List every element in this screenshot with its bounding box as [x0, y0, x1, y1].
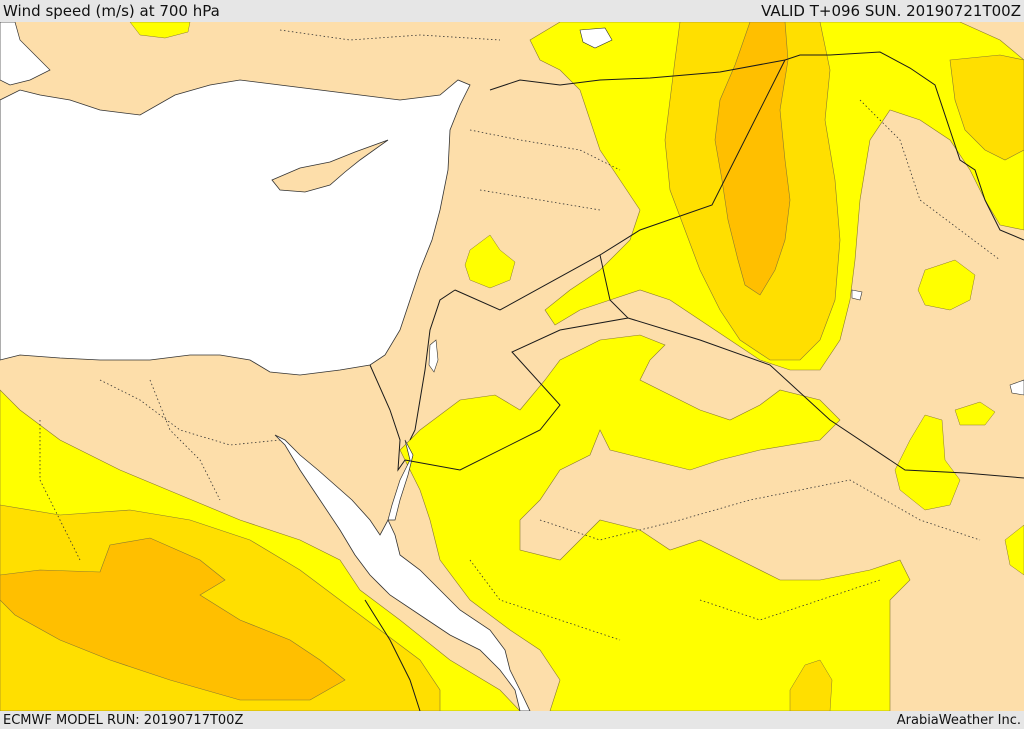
dead-sea: [428, 339, 439, 373]
wind-patch-south: [789, 659, 833, 711]
valid-time: VALID T+096 SUN. 20190721T00Z: [761, 2, 1021, 20]
cyprus-island: [271, 139, 389, 193]
wind-patch-east-1: [917, 259, 976, 311]
model-run: ECMWF MODEL RUN: 20190717T00Z: [3, 712, 244, 728]
wind-patch-syria: [464, 234, 516, 289]
aegean-sea: [0, 22, 51, 86]
wind-band-level-1-arabia: [399, 334, 911, 711]
map-title: Wind speed (m/s) at 700 hPa: [3, 2, 220, 20]
gulf-of-aqaba: [387, 439, 414, 521]
lake-van: [579, 27, 613, 49]
lake-tharthar: [851, 289, 863, 301]
footer-bar: ECMWF MODEL RUN: 20190717T00Z ArabiaWeat…: [0, 711, 1024, 729]
weather-map[interactable]: [0, 22, 1024, 711]
wind-band-level-3-egypt: [0, 537, 346, 701]
persian-gulf: [1009, 379, 1024, 396]
red-sea: [274, 434, 531, 711]
map-canvas: [0, 22, 1024, 711]
wind-patch-top: [129, 22, 191, 39]
wind-patch-east-3: [894, 414, 961, 511]
credit: ArabiaWeather Inc.: [896, 712, 1021, 728]
wind-band-level-3-north: [714, 22, 791, 296]
wind-patch-east-4: [1004, 524, 1024, 576]
header-bar: Wind speed (m/s) at 700 hPa VALID T+096 …: [0, 0, 1024, 22]
wind-band-level-2-northeast: [949, 54, 1024, 161]
mediterranean-sea: [0, 79, 471, 376]
provincial-boundaries: [39, 29, 1001, 641]
wind-patch-east-2: [954, 401, 996, 426]
national-borders: [364, 51, 1024, 711]
